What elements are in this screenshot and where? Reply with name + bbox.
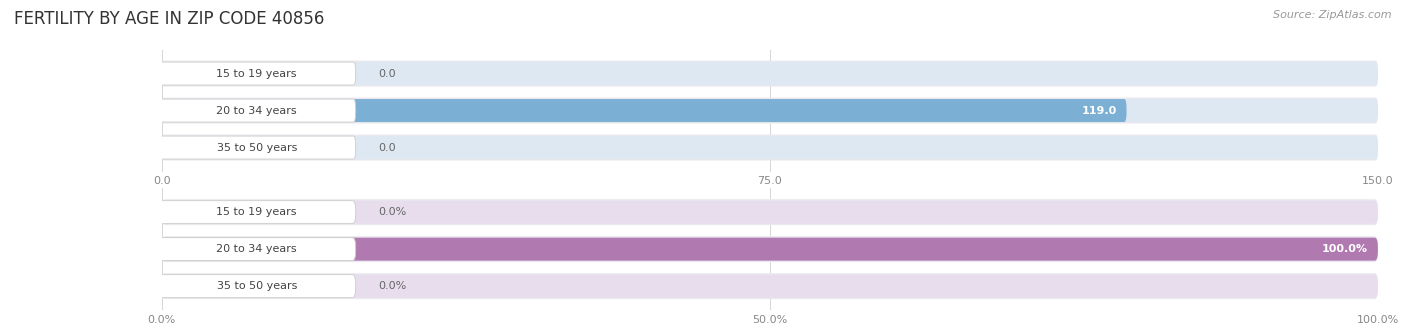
- FancyBboxPatch shape: [162, 61, 1378, 86]
- Text: 15 to 19 years: 15 to 19 years: [217, 207, 297, 217]
- Text: 0.0: 0.0: [378, 143, 395, 152]
- Text: 119.0: 119.0: [1081, 106, 1116, 116]
- FancyBboxPatch shape: [162, 98, 1378, 123]
- FancyBboxPatch shape: [157, 201, 356, 224]
- Text: 0.0%: 0.0%: [378, 281, 406, 291]
- FancyBboxPatch shape: [157, 275, 356, 298]
- Text: 0.0%: 0.0%: [378, 207, 406, 217]
- FancyBboxPatch shape: [157, 238, 356, 261]
- FancyBboxPatch shape: [162, 199, 1378, 225]
- FancyBboxPatch shape: [162, 136, 1378, 159]
- FancyBboxPatch shape: [162, 238, 1378, 261]
- Text: 0.0: 0.0: [378, 69, 395, 79]
- FancyBboxPatch shape: [162, 273, 1378, 299]
- Text: FERTILITY BY AGE IN ZIP CODE 40856: FERTILITY BY AGE IN ZIP CODE 40856: [14, 10, 325, 28]
- FancyBboxPatch shape: [162, 135, 1378, 160]
- FancyBboxPatch shape: [157, 99, 356, 122]
- FancyBboxPatch shape: [162, 275, 1378, 298]
- FancyBboxPatch shape: [162, 236, 1378, 262]
- FancyBboxPatch shape: [157, 62, 356, 85]
- Text: 35 to 50 years: 35 to 50 years: [217, 281, 297, 291]
- FancyBboxPatch shape: [162, 238, 1378, 261]
- FancyBboxPatch shape: [162, 99, 1126, 122]
- Text: 20 to 34 years: 20 to 34 years: [217, 244, 297, 254]
- FancyBboxPatch shape: [162, 99, 1378, 122]
- FancyBboxPatch shape: [162, 201, 1378, 224]
- FancyBboxPatch shape: [157, 136, 356, 159]
- Text: Source: ZipAtlas.com: Source: ZipAtlas.com: [1274, 10, 1392, 20]
- Text: 15 to 19 years: 15 to 19 years: [217, 69, 297, 79]
- Text: 20 to 34 years: 20 to 34 years: [217, 106, 297, 116]
- FancyBboxPatch shape: [162, 62, 1378, 85]
- Text: 100.0%: 100.0%: [1322, 244, 1368, 254]
- Text: 35 to 50 years: 35 to 50 years: [217, 143, 297, 152]
